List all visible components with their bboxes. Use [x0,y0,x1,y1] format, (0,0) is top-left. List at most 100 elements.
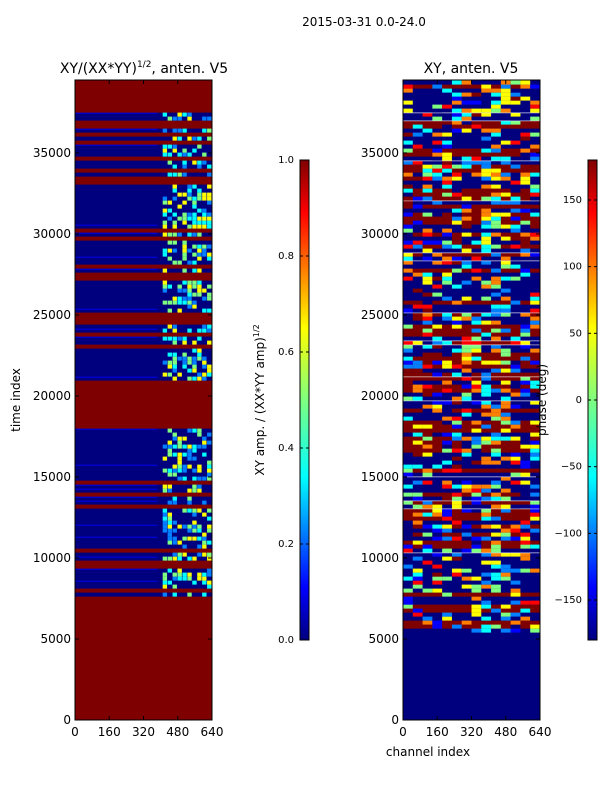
phase-heatmap-cell [422,308,433,313]
amplitude-heatmap-cell [182,240,187,245]
phase-heatmap-cell [412,244,423,249]
phase-heatmap-row [403,364,540,369]
phase-heatmap-cell [451,256,462,261]
amplitude-heatmap-cell [187,444,192,449]
amplitude-heatmap-cell [182,172,187,177]
amplitude-heatmap-cell [192,252,197,257]
phase-heatmap-cell [500,160,511,165]
phase-heatmap-cell [432,260,443,265]
phase-heatmap-cell [422,432,433,437]
phase-heatmap-cell [520,480,531,485]
amplitude-heatmap-cell [172,148,177,153]
phase-heatmap-cell [530,200,540,205]
phase-heatmap-cell [451,424,462,429]
phase-heatmap-cell [500,536,511,541]
amplitude-heatmap-cell [177,216,182,221]
phase-heatmap-cell [442,352,452,357]
phase-heatmap-cell [451,244,462,249]
phase-heatmap-row [403,696,540,701]
phase-heatmap-cell [432,168,443,173]
amplitude-heatmap-streak [75,464,158,466]
amplitude-heatmap-cell [172,260,177,265]
phase-heatmap-cell [451,296,462,301]
phase-heatmap-cell [500,400,511,405]
phase-heatmap-cell [432,372,443,377]
phase-heatmap-cell [510,536,521,541]
phase-heatmap-row [403,472,540,477]
phase-heatmap-row [403,416,540,421]
amplitude-heatmap-cell [192,196,197,201]
amplitude-heatmap-cell [192,292,197,297]
amplitude-heatmap-cell [162,128,168,133]
phase-heatmap-cell [403,588,413,593]
phase-heatmap-cell [461,164,472,169]
phase-heatmap-row [403,300,540,305]
phase-heatmap-cell [491,504,501,509]
phase-heatmap-cell [491,416,501,421]
phase-heatmap-cell [461,620,472,625]
amplitude-heatmap-cell [207,116,212,121]
phase-heatmap-cell [510,264,521,269]
amplitude-heatmap-cell [182,340,187,345]
phase-heatmap-row [403,600,540,605]
amplitude-heatmap-cell [192,216,197,221]
phase-heatmap-cell [403,312,413,317]
phase-heatmap-cell [422,500,433,505]
amplitude-heatmap-cell [192,340,197,345]
amplitude-heatmap-cell [187,184,192,189]
phase-heatmap-cell [471,344,482,349]
amplitude-heatmap-cell [177,136,182,141]
phase-heatmap-cell [403,268,413,273]
amplitude-heatmap-cell [192,512,197,517]
phase-heatmap-cell [520,252,531,257]
phase-heatmap-cell [500,616,511,621]
amplitude-heatmap-row [75,672,212,677]
phase-heatmap-cell [403,492,413,497]
phase-heatmap-cell [481,172,492,177]
amplitude-heatmap-cell [207,220,212,225]
amplitude-heatmap-row [75,120,212,125]
amplitude-heatmap-cell [197,288,202,293]
phase-heatmap-cell [510,376,521,381]
phase-heatmap-cell [491,168,501,173]
phase-heatmap-cell [422,404,433,409]
amplitude-heatmap-cell [207,368,212,373]
amplitude-heatmap-row [75,368,212,373]
amplitude-heatmap-cell [197,508,202,513]
amplitude-heatmap-cell [167,472,172,477]
amplitude-heatmap-cell [172,300,177,305]
phase-heatmap-cell [510,528,521,533]
amplitude-heatmap-cell [197,572,202,577]
amplitude-heatmap-cell [197,268,202,273]
amplitude-heatmap-cell [207,584,212,589]
amplitude-heatmap-row [75,632,212,637]
phase-heatmap-cell [451,588,462,593]
amplitude-heatmap-row [75,596,212,601]
amplitude-heatmap-streak [75,308,158,310]
phase-heatmap-cell [530,144,540,149]
phase-heatmap-cell [491,220,501,225]
phase-heatmap-cell [491,336,501,341]
amplitude-heatmap-cell [197,552,202,557]
phase-heatmap-cell [491,572,501,577]
phase-heatmap-cell [500,264,511,269]
amplitude-heatmap-cell [192,476,197,481]
phase-heatmap-cell [461,408,472,413]
amplitude-heatmap-row [75,508,212,513]
amplitude-heatmap-row [75,240,212,245]
amplitude-heatmap-cell [162,580,168,585]
phase-heatmap-cell [403,564,413,569]
phase-heatmap-cell [500,428,511,433]
phase-heatmap-cell [530,188,540,193]
phase-heatmap-cell [481,508,492,513]
phase-heatmap-cell [442,468,452,473]
amplitude-heatmap-cell [192,488,197,493]
amplitude-heatmap-cell [162,520,168,525]
phase-heatmap-cell [471,208,482,213]
amplitude-heatmap-cell [192,368,197,373]
amplitude-heatmap-cell [187,296,192,301]
phase-heatmap-cell [481,440,492,445]
amplitude-heatmap-cell [182,300,187,305]
phase-heatmap-cell [520,460,531,465]
phase-heatmap-cell [520,440,531,445]
